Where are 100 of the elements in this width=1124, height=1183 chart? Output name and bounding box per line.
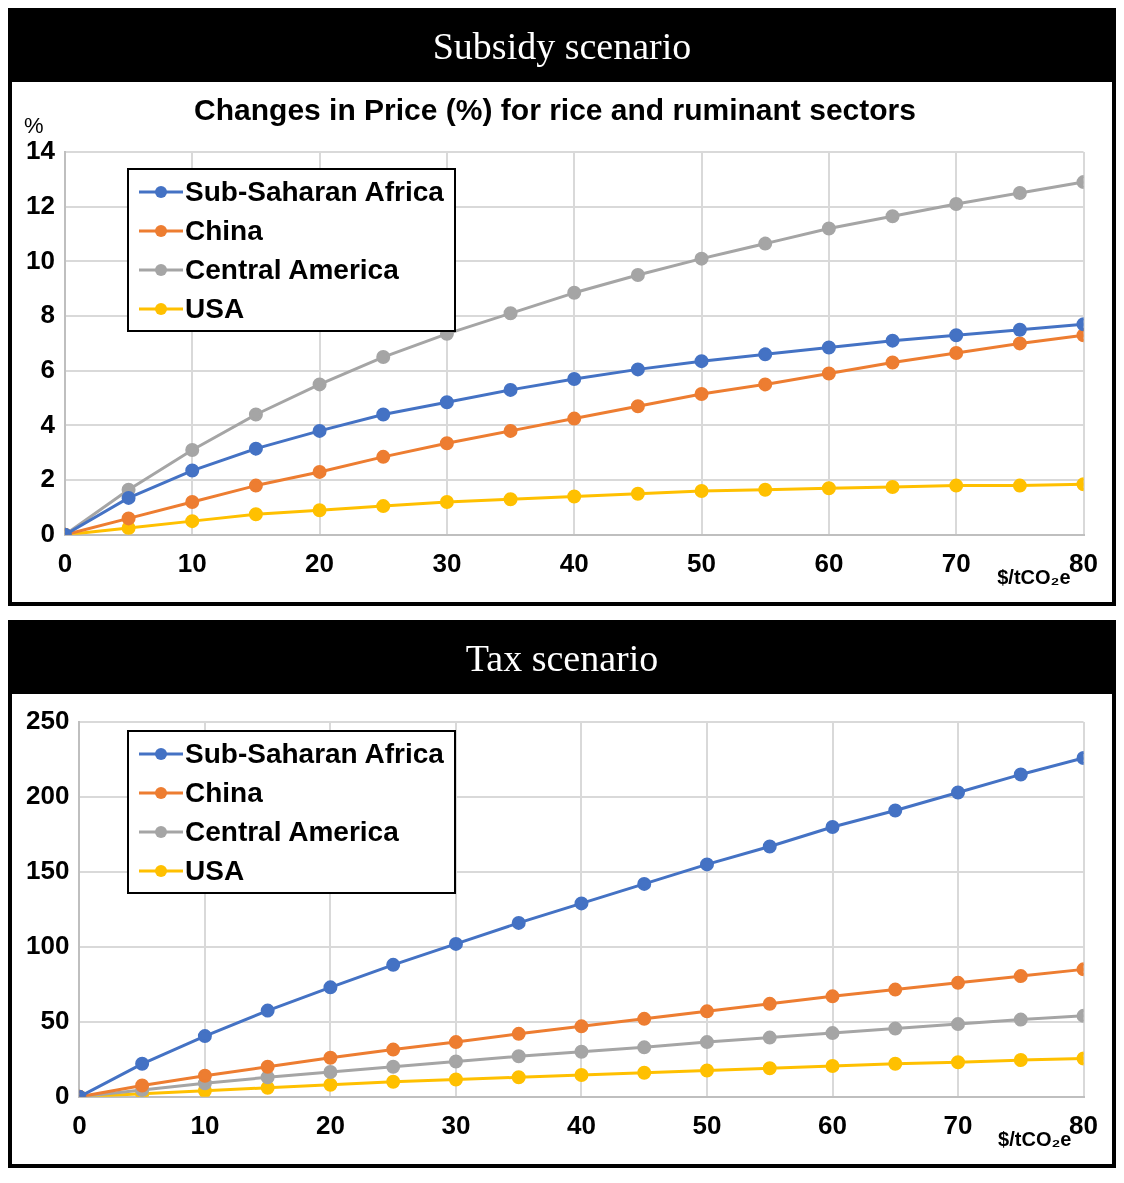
point: [758, 236, 773, 251]
point: [439, 395, 454, 410]
x-tick-label: 30: [441, 1109, 471, 1140]
point: [1013, 1012, 1028, 1027]
legend-label: China: [185, 776, 263, 810]
point: [248, 478, 263, 493]
y-tick-label: 200: [25, 780, 70, 811]
y-tick-label: 50: [40, 1005, 70, 1036]
point: [821, 340, 836, 355]
point: [323, 1050, 338, 1065]
point: [825, 989, 840, 1004]
point: [888, 1056, 903, 1071]
point: [197, 1068, 212, 1083]
point: [323, 980, 338, 995]
point: [567, 411, 582, 426]
point: [949, 196, 964, 211]
legend-label: China: [185, 214, 263, 248]
point: [260, 1003, 275, 1018]
point: [185, 463, 200, 478]
point: [699, 1035, 714, 1050]
point: [758, 377, 773, 392]
point: [637, 1011, 652, 1026]
point: [248, 507, 263, 522]
x-axis-title: $/tCO₂e: [997, 566, 1071, 588]
point: [951, 1017, 966, 1032]
y-tick-label: 6: [40, 353, 55, 384]
point: [630, 399, 645, 414]
y-tick-label: 0: [54, 1079, 70, 1110]
point: [885, 209, 900, 224]
point: [949, 478, 964, 493]
legend-label: Central America: [185, 815, 399, 849]
chart-subtitle: Changes in Price (%) for rice and ruminant sectors: [194, 93, 916, 127]
point: [439, 494, 454, 509]
point: [637, 1040, 652, 1055]
point: [1013, 767, 1028, 782]
point: [448, 936, 463, 951]
point: [630, 486, 645, 501]
point: [135, 1078, 150, 1093]
x-tick-label: 20: [315, 1109, 345, 1140]
legend-label: Sub-Saharan Africa: [185, 175, 444, 209]
point: [1012, 478, 1027, 493]
point: [949, 345, 964, 360]
point: [949, 328, 964, 343]
x-tick-label: 20: [305, 547, 335, 578]
point: [503, 382, 518, 397]
point: [386, 957, 401, 972]
point: [574, 1019, 589, 1034]
y-tick-label: 250: [25, 705, 70, 736]
y-tick-label: 2: [40, 463, 55, 494]
y-tick-label: 0: [40, 517, 55, 548]
point: [762, 996, 777, 1011]
point: [574, 1068, 589, 1083]
point: [376, 449, 391, 464]
point: [448, 1035, 463, 1050]
point: [511, 1070, 526, 1085]
point: [694, 354, 709, 369]
point: [885, 333, 900, 348]
point: [888, 803, 903, 818]
y-tick-label: 150: [25, 855, 70, 886]
point: [260, 1059, 275, 1074]
point: [699, 1063, 714, 1078]
x-tick-label: 50: [687, 547, 717, 578]
point: [121, 490, 136, 505]
point: [248, 441, 263, 456]
point: [637, 876, 652, 891]
point: [694, 251, 709, 266]
chart-title: Tax scenario: [12, 624, 1112, 694]
y-tick-label: 8: [40, 299, 55, 330]
point: [121, 511, 136, 526]
x-tick-label: 60: [814, 547, 844, 578]
point: [448, 1054, 463, 1069]
point: [503, 492, 518, 507]
point: [951, 1055, 966, 1070]
x-tick-label: 30: [432, 547, 462, 578]
x-tick-label: 70: [943, 1109, 973, 1140]
point: [448, 1072, 463, 1087]
point: [312, 464, 327, 479]
point: [951, 785, 966, 800]
point: [197, 1029, 212, 1044]
point: [630, 268, 645, 283]
point: [376, 499, 391, 514]
point: [386, 1059, 401, 1074]
point: [825, 1026, 840, 1041]
point: [694, 484, 709, 499]
point: [567, 371, 582, 386]
point: [503, 423, 518, 438]
legend-label: USA: [185, 854, 245, 888]
legend-label: Sub-Saharan Africa: [185, 737, 444, 771]
x-tick-label: 70: [941, 547, 971, 578]
point: [511, 1026, 526, 1041]
x-tick-label: 80: [1069, 547, 1098, 578]
point: [1012, 336, 1027, 351]
point: [135, 1056, 150, 1071]
point: [376, 350, 391, 365]
point: [758, 347, 773, 362]
point: [762, 839, 777, 854]
point: [821, 221, 836, 236]
point: [951, 975, 966, 990]
point: [376, 407, 391, 422]
point: [885, 479, 900, 494]
